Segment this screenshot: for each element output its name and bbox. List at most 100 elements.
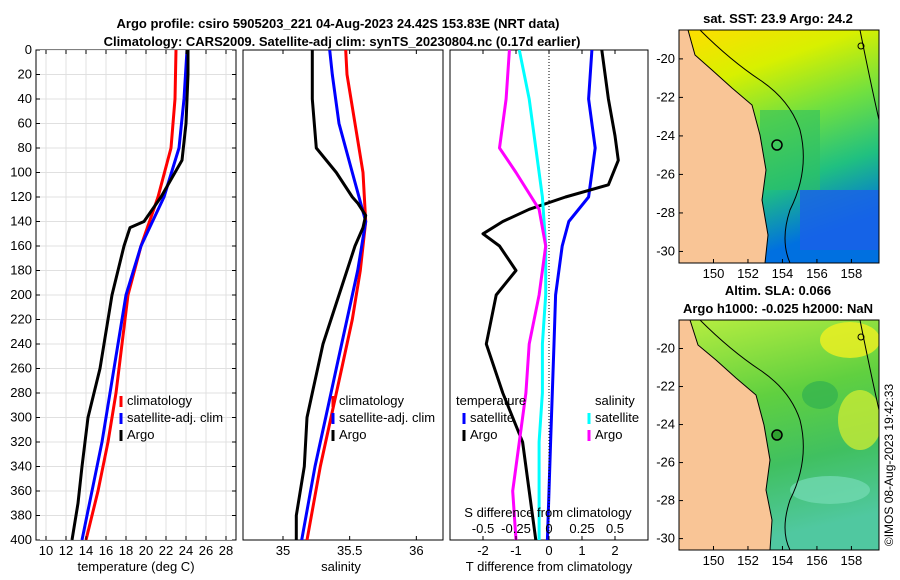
sla-contour	[699, 320, 804, 550]
map-y-tick-label: -20	[656, 341, 675, 356]
map-y-tick-label: -24	[656, 128, 675, 143]
legend-heading-temperature: temperature	[456, 393, 526, 408]
map-ticks: 150 152 154 156 158 -20 -22 -24 -26 -28 -30 150 152 1…	[656, 51, 862, 568]
sst-mid-region	[760, 110, 820, 190]
temperature-xlabel: temperature (deg C)	[77, 559, 194, 574]
map-y-tick-label: -30	[656, 243, 675, 258]
y-tick-label: 80	[18, 140, 32, 155]
legend-label-t-argo: Argo	[470, 427, 497, 442]
sla-map-title-1: Altim. SLA: 0.066	[725, 283, 831, 298]
map-y-tick-label: -28	[656, 493, 675, 508]
sla-high-east	[838, 390, 879, 450]
imos-watermark: ©IMOS 08-Aug-2023 19:42:33	[882, 384, 896, 547]
sla-argo-marker	[771, 429, 783, 441]
legend-label-s-argo: Argo	[595, 427, 622, 442]
x-tick-label: 2	[611, 543, 618, 558]
y-tick-label: 260	[10, 361, 32, 376]
series-line-s-argo	[498, 50, 548, 540]
series-line-s-satellite	[517, 50, 548, 540]
map-x-tick-label: 152	[737, 553, 759, 568]
sst-map-title: sat. SST: 23.9 Argo: 24.2	[703, 11, 853, 26]
y-tick-label: 280	[10, 385, 32, 400]
legend-label-argo: Argo	[127, 427, 154, 442]
series-line-t-argo	[481, 50, 620, 540]
sst-map	[679, 30, 879, 263]
map-x-tick-label: 154	[772, 553, 794, 568]
series-line-climatology	[305, 50, 368, 540]
legend-label-climatology: climatology	[127, 393, 193, 408]
series-line-t-satellite	[545, 50, 597, 540]
legend-label-climatology: climatology	[339, 393, 405, 408]
x-tick-label: 14	[79, 543, 93, 558]
x-tick-label: 26	[199, 543, 213, 558]
legend-label-argo: Argo	[339, 427, 366, 442]
sla-high-north	[820, 322, 879, 358]
x-tick-label: 1	[578, 543, 585, 558]
y-tick-label: 240	[10, 336, 32, 351]
sst-contour-east	[859, 30, 879, 121]
map-y-tick-label: -26	[656, 455, 675, 470]
x-tick-label: 24	[179, 543, 193, 558]
map-x-tick-label: 154	[772, 266, 794, 281]
x-tick-label: 35.5	[337, 543, 362, 558]
sst-cool-region	[800, 190, 879, 250]
temperature-grid	[36, 50, 236, 540]
sla-map	[679, 320, 879, 550]
map-y-tick-label: -30	[656, 531, 675, 546]
series-line-argo	[294, 50, 368, 540]
x-top-tick-label: 0.25	[569, 521, 594, 536]
x-tick-label: 28	[219, 543, 233, 558]
difference-xlabel: T difference from climatology	[466, 559, 633, 574]
figure-title-line2: Climatology: CARS2009. Satellite-adj cli…	[104, 34, 581, 49]
series-line-satellite-adj-clim	[80, 50, 189, 540]
sla-low-south	[790, 476, 870, 504]
sla-land	[679, 320, 773, 550]
y-tick-label: 320	[10, 434, 32, 449]
sst-map-frame	[678, 29, 880, 264]
map-x-tick-label: 158	[841, 553, 863, 568]
sla-low-centre	[802, 381, 838, 409]
salinity-lines	[294, 50, 368, 540]
map-y-tick-label: -26	[656, 166, 675, 181]
x-top-tick-label: -0.5	[472, 521, 494, 536]
x-tick-label: 0	[545, 543, 552, 558]
sla-island	[857, 333, 865, 341]
x-tick-label: -2	[477, 543, 489, 558]
y-tick-label: 120	[10, 189, 32, 204]
figure-title-line1: Argo profile: csiro 5905203_221 04-Aug-2…	[117, 16, 560, 31]
y-tick-label: 160	[10, 238, 32, 253]
map-y-tick-label: -28	[656, 205, 675, 220]
y-tick-label: 400	[10, 532, 32, 547]
x-tick-label: 18	[119, 543, 133, 558]
legend-label-satellite: satellite-adj. clim	[339, 410, 435, 425]
salinity-plot-frame	[242, 49, 444, 541]
y-tick-label: 40	[18, 91, 32, 106]
y-tick-label: 0	[25, 42, 32, 57]
map-x-tick-label: 152	[737, 266, 759, 281]
x-tick-label: 10	[39, 543, 53, 558]
x-tick-label: 20	[139, 543, 153, 558]
x-tick-label: -1	[510, 543, 522, 558]
sla-map-frame	[678, 319, 880, 551]
y-tick-label: 140	[10, 214, 32, 229]
y-tick-label: 340	[10, 459, 32, 474]
difference-xlabel-top: S difference from climatology	[464, 505, 632, 520]
x-tick-label: 36	[409, 543, 423, 558]
sla-map-title-2: Argo h1000: -0.025 h2000: NaN	[683, 301, 873, 316]
map-x-tick-label: 158	[841, 266, 863, 281]
map-y-tick-label: -24	[656, 417, 675, 432]
y-tick-label: 380	[10, 508, 32, 523]
y-tick-label: 60	[18, 116, 32, 131]
salinity-legend: climatology satellite-adj. clim Argo	[331, 393, 435, 442]
y-tick-label: 220	[10, 312, 32, 327]
series-line-climatology	[84, 50, 178, 540]
x-top-tick-label: 0	[545, 521, 552, 536]
sst-contour	[699, 30, 804, 263]
map-x-tick-label: 150	[703, 266, 725, 281]
salinity-xlabel: salinity	[321, 559, 361, 574]
x-top-tick-label: 0.5	[606, 521, 624, 536]
legend-label-t-satellite: satellite	[470, 410, 514, 425]
series-line-argo	[70, 50, 190, 540]
series-line-satellite-adj-clim	[300, 50, 368, 540]
